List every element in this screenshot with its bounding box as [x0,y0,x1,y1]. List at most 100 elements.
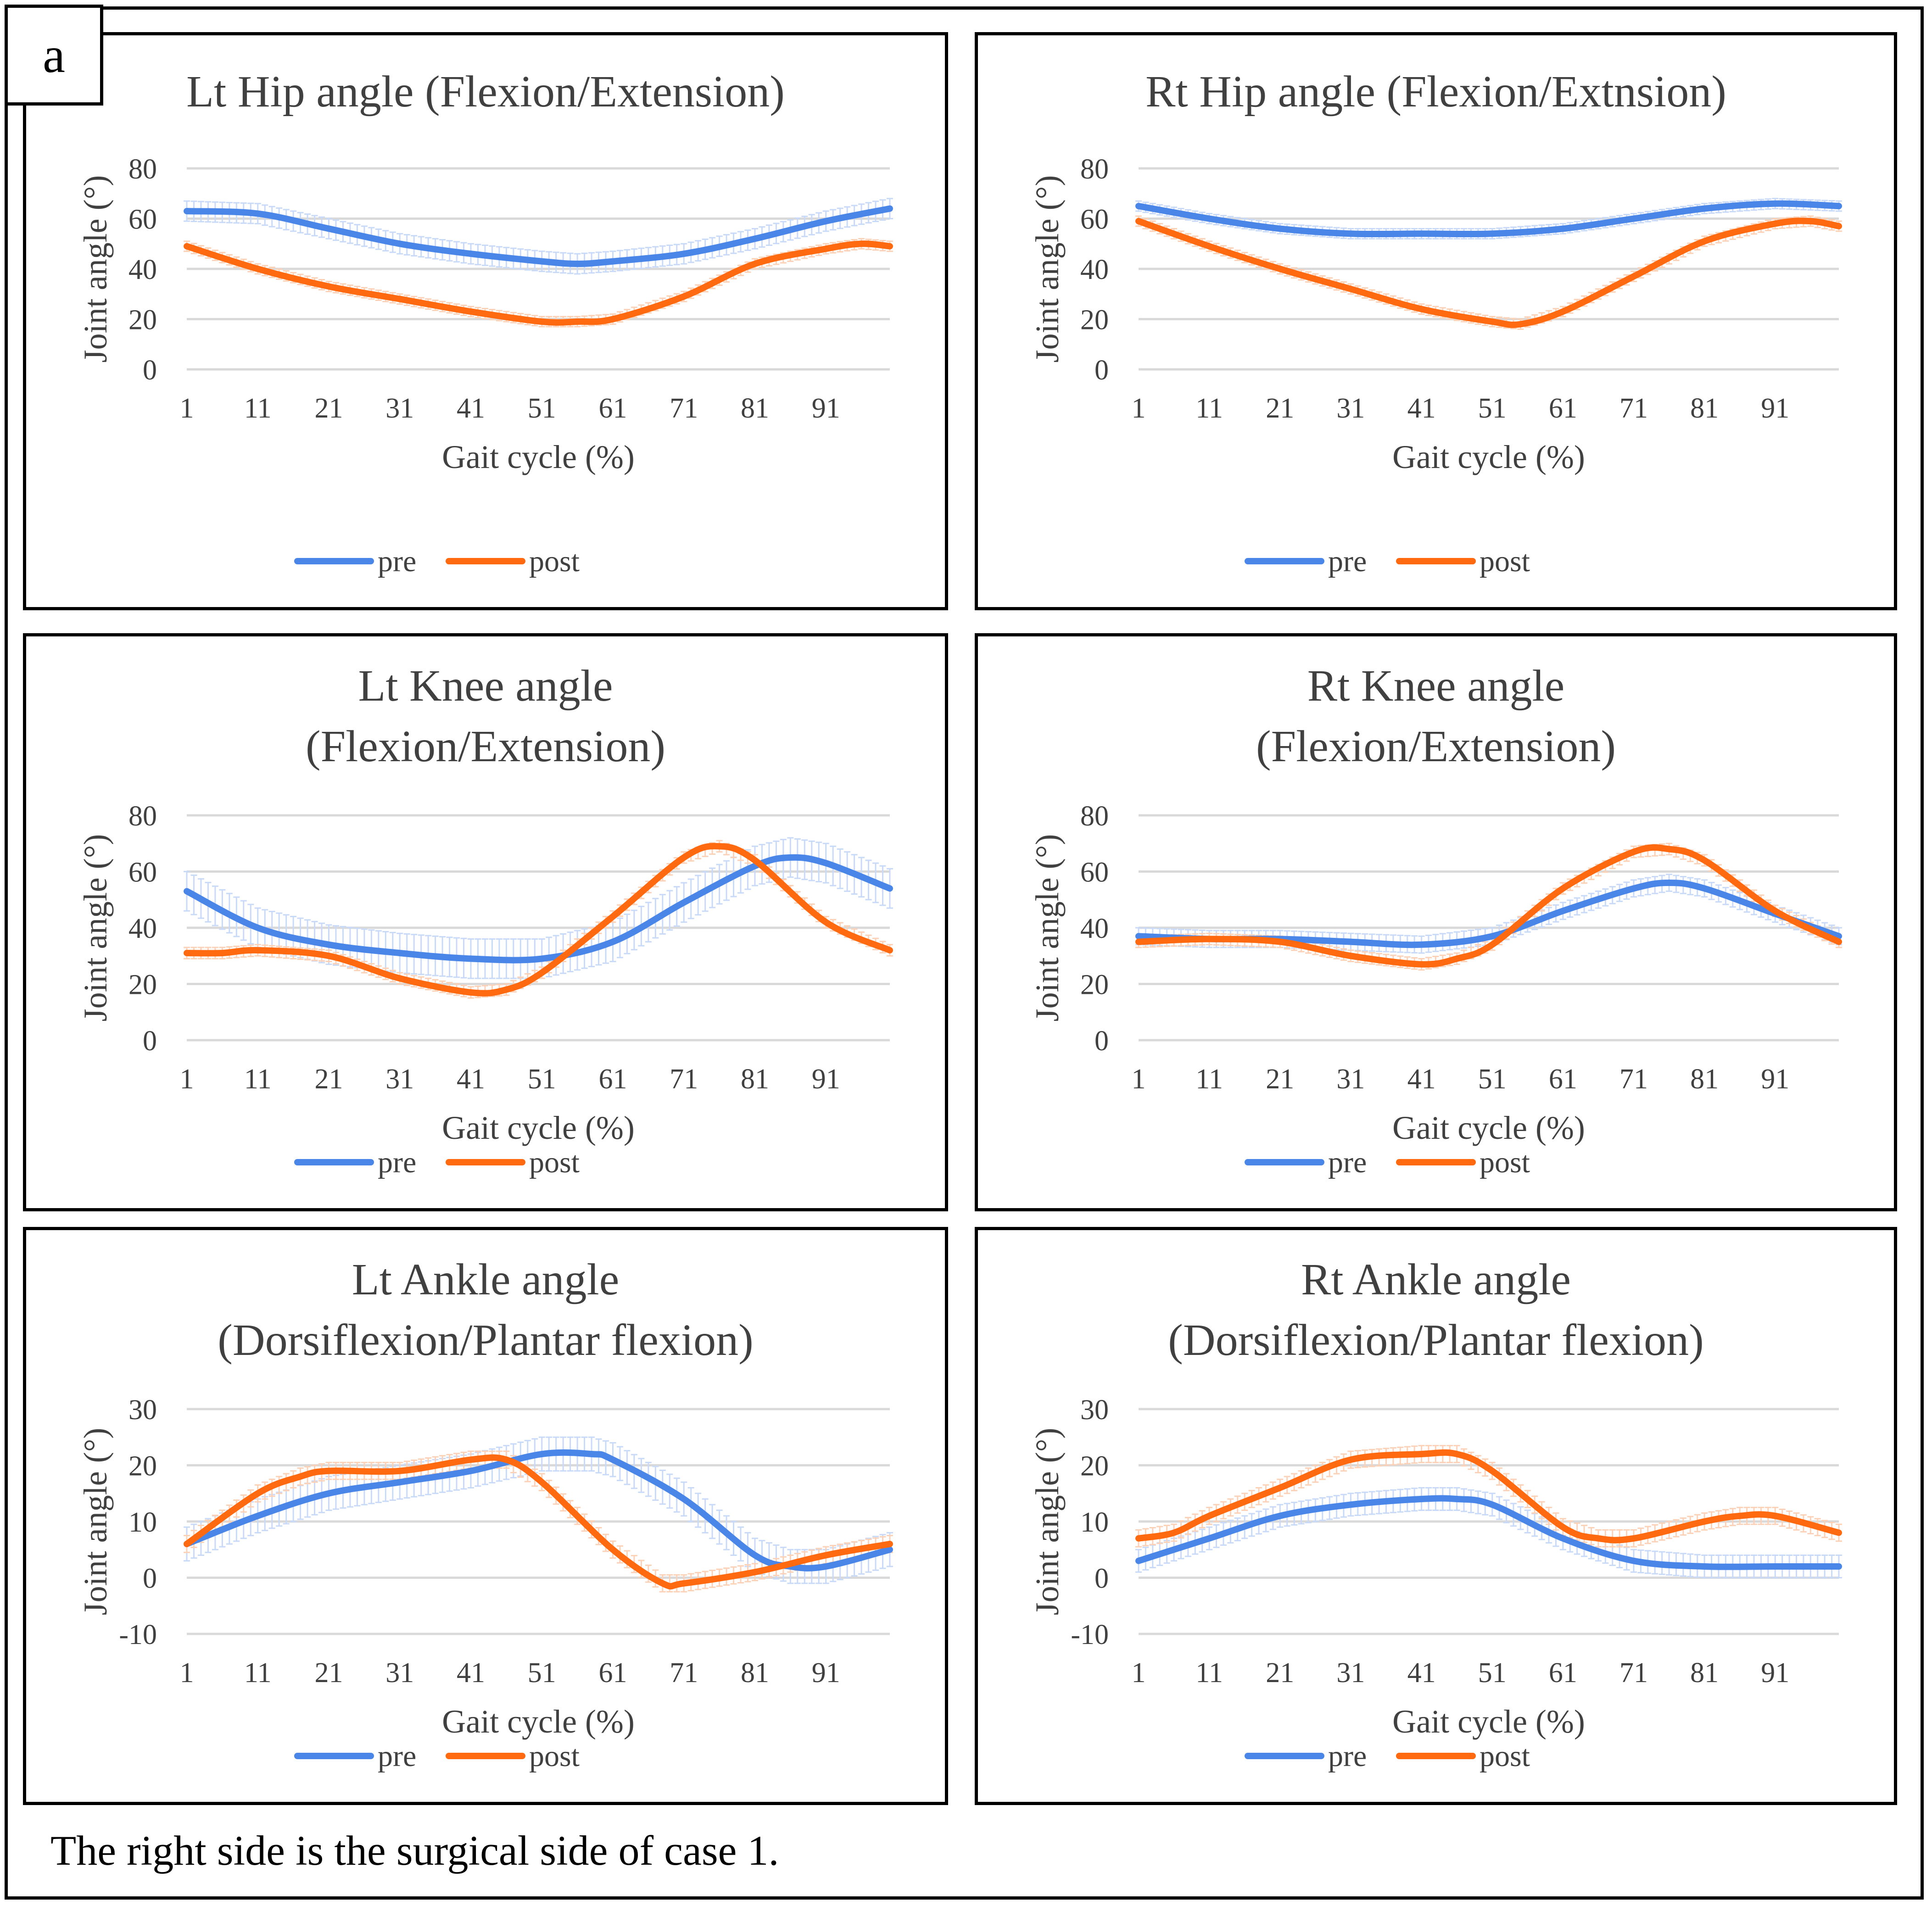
y-tick-label: 10 [1080,1507,1109,1538]
x-tick-label: 1 [180,393,194,424]
y-axis-label: Joint angle (°) [77,1428,114,1616]
x-tick-label: 81 [741,1064,769,1095]
series-line-post [1135,217,1842,328]
x-tick-label: 61 [598,1657,627,1689]
chart-lt-ankle: Lt Ankle angle (Dorsiflexion/Plantar flex… [23,1227,948,1805]
error-bars-post [184,1450,893,1593]
legend-label: post [1480,1146,1530,1179]
chart-title: (Flexion/Extension) [1256,722,1616,771]
chart-svg-lt-ankle: Lt Ankle angle (Dorsiflexion/Plantar flex… [77,1255,893,1773]
y-tick-label: 80 [1080,801,1109,832]
x-tick-label: 71 [670,1064,698,1095]
chart-rt-ankle: Rt Ankle angle (Dorsiflexion/Plantar flex… [975,1227,1897,1805]
series-line-pre [1135,1495,1842,1570]
x-tick-label: 41 [457,393,485,424]
x-tick-label: 51 [528,393,556,424]
figure-caption: The right side is the surgical side of c… [50,1827,779,1874]
x-tick-label: 61 [598,1064,627,1095]
chart-lt-knee: Lt Knee angle (Flexion/Extension) 0 20 40 60 8… [23,633,948,1211]
y-tick-label: 20 [1080,970,1109,1001]
legend-label: pre [378,545,416,578]
x-tick-label: 11 [244,393,272,424]
x-axis-label: Gait cycle (%) [442,439,635,475]
chart-svg-lt-hip: Lt Hip angle (Flexion/Extension) 0 20 40 60 8… [77,67,893,578]
x-tick-label: 31 [385,393,414,424]
y-tick-label: 20 [1080,1451,1109,1482]
chart-lt-hip: Lt Hip angle (Flexion/Extension) 0 20 40 60 8… [23,32,948,610]
x-tick-label: 1 [180,1657,194,1689]
y-tick-label: -10 [119,1619,157,1650]
legend-label: post [529,545,580,578]
x-tick-label: 41 [1407,1657,1436,1689]
x-tick-label: 91 [812,393,840,424]
y-tick-label: -10 [1071,1619,1109,1650]
chart-title: Rt Knee angle [1307,661,1565,711]
x-tick-label: 1 [1132,1064,1146,1095]
x-tick-label: 41 [1407,393,1436,424]
x-tick-label: 51 [528,1657,556,1689]
y-tick-label: 60 [128,204,157,235]
chart-title: Rt Ankle angle [1301,1255,1571,1304]
legend-label: pre [1328,545,1367,578]
y-tick-label: 20 [1080,305,1109,336]
y-tick-label: 80 [1080,154,1109,185]
x-tick-label: 61 [1549,1064,1577,1095]
x-tick-label: 31 [385,1657,414,1689]
chart-rt-hip: Rt Hip angle (Flexion/Extnsion) 0 20 40 60 80… [975,32,1897,610]
series-line-post [184,1454,893,1590]
y-tick-label: 0 [143,1025,157,1057]
series-line-pre [184,854,893,964]
x-tick-label: 71 [1619,393,1648,424]
y-tick-label: 20 [128,1451,157,1482]
chart-title: Lt Knee angle [358,661,613,711]
error-bars-post [1135,842,1842,971]
y-tick-label: 0 [1094,355,1109,386]
chart-svg-lt-knee: Lt Knee angle (Flexion/Extension) 0 20 40 60 8… [77,661,893,1179]
x-tick-label: 21 [1266,1064,1294,1095]
series-line-post [1135,1449,1842,1544]
chart-svg-rt-hip: Rt Hip angle (Flexion/Extnsion) 0 20 40 60 80… [1029,67,1842,578]
legend-label: pre [378,1146,416,1179]
x-tick-label: 1 [1132,393,1146,424]
x-tick-label: 11 [1195,1064,1223,1095]
x-axis-label: Gait cycle (%) [442,1109,635,1146]
chart-title: (Dorsiflexion/Plantar flexion) [218,1315,754,1365]
y-tick-label: 60 [1080,857,1109,888]
chart-rt-knee: Rt Knee angle (Flexion/Extension) 0 20 40 60 8… [975,633,1897,1211]
x-tick-label: 41 [457,1657,485,1689]
panel-label: a [5,5,103,106]
legend-label: pre [378,1739,416,1773]
series-line-post [1135,844,1842,968]
x-tick-label: 31 [1336,1657,1365,1689]
y-axis-label: Joint angle (°) [1029,1428,1066,1616]
legend-label: post [529,1739,580,1773]
x-tick-label: 31 [1336,1064,1365,1095]
x-axis-label: Gait cycle (%) [1392,439,1585,475]
y-axis-label: Joint angle (°) [77,834,114,1022]
y-tick-label: 80 [128,154,157,185]
y-tick-label: 30 [128,1394,157,1426]
x-tick-label: 51 [1478,1064,1507,1095]
y-axis-label: Joint angle (°) [1029,175,1066,363]
series-line-pre [184,1449,893,1572]
series-line-post [184,843,893,997]
y-tick-label: 0 [1094,1563,1109,1594]
x-tick-label: 1 [180,1064,194,1095]
x-tick-label: 21 [1266,393,1294,424]
y-tick-label: 0 [143,355,157,386]
x-tick-label: 11 [244,1657,272,1689]
y-axis-label: Joint angle (°) [77,175,114,363]
chart-title: (Dorsiflexion/Plantar flexion) [1168,1315,1704,1365]
series-line-pre [184,205,893,267]
y-tick-label: 20 [128,970,157,1001]
chart-title: Lt Ankle angle [352,1255,619,1304]
x-tick-label: 51 [528,1064,556,1095]
x-tick-label: 31 [1336,393,1365,424]
error-bars-post [184,238,893,328]
x-tick-label: 41 [457,1064,485,1095]
x-tick-label: 61 [1549,1657,1577,1689]
y-tick-label: 0 [143,1563,157,1594]
x-tick-label: 91 [1761,1657,1789,1689]
x-tick-label: 71 [670,393,698,424]
x-tick-label: 61 [1549,393,1577,424]
